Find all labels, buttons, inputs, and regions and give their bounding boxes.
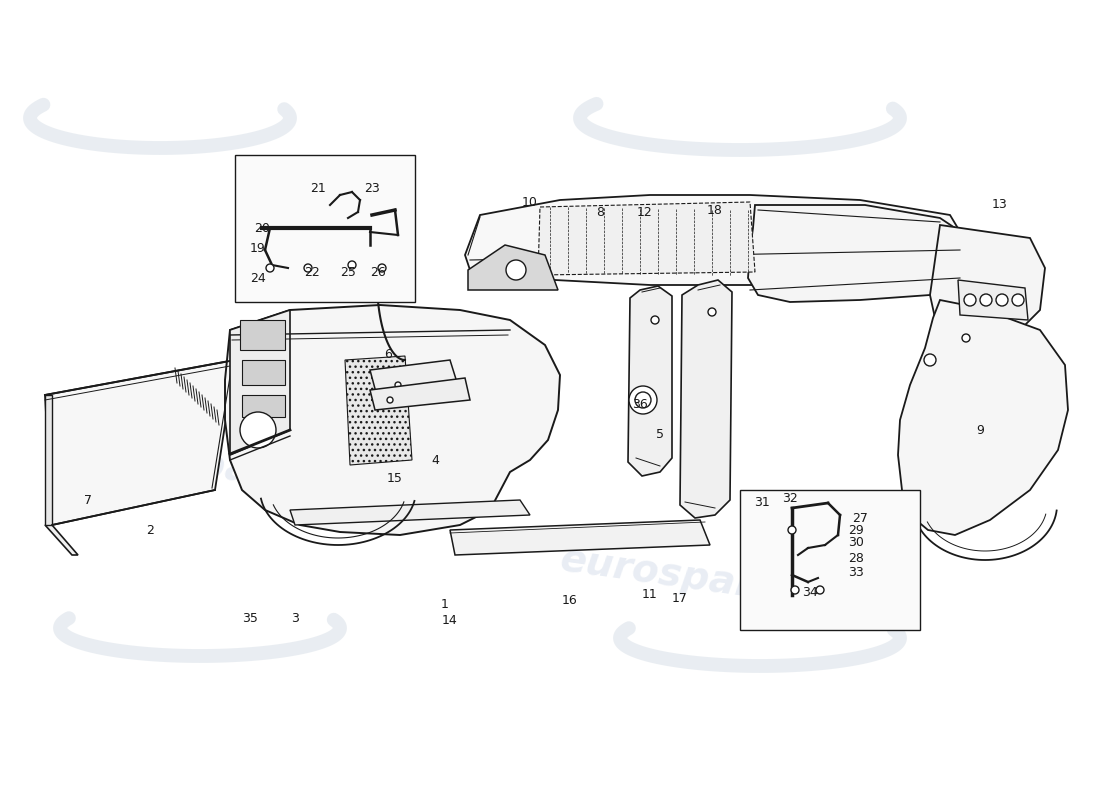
Polygon shape bbox=[242, 360, 285, 385]
Text: 14: 14 bbox=[442, 614, 458, 626]
Circle shape bbox=[506, 260, 526, 280]
Circle shape bbox=[348, 261, 356, 269]
Text: 32: 32 bbox=[782, 491, 797, 505]
Text: 3: 3 bbox=[292, 611, 299, 625]
Polygon shape bbox=[345, 356, 412, 465]
Polygon shape bbox=[628, 286, 672, 476]
Text: 13: 13 bbox=[992, 198, 1008, 211]
Text: 27: 27 bbox=[852, 511, 868, 525]
Text: 2: 2 bbox=[146, 523, 154, 537]
Circle shape bbox=[980, 294, 992, 306]
Text: eurospares: eurospares bbox=[558, 540, 806, 612]
Polygon shape bbox=[370, 360, 460, 400]
Text: 26: 26 bbox=[370, 266, 386, 278]
Circle shape bbox=[962, 334, 970, 342]
Circle shape bbox=[240, 412, 276, 448]
Text: 33: 33 bbox=[848, 566, 864, 578]
Polygon shape bbox=[290, 500, 530, 525]
Polygon shape bbox=[370, 378, 470, 410]
Text: 1: 1 bbox=[441, 598, 449, 611]
Polygon shape bbox=[45, 525, 78, 555]
Text: 5: 5 bbox=[656, 429, 664, 442]
Circle shape bbox=[378, 264, 386, 272]
Polygon shape bbox=[450, 520, 710, 555]
Text: 10: 10 bbox=[522, 195, 538, 209]
Polygon shape bbox=[748, 205, 972, 302]
Circle shape bbox=[629, 386, 657, 414]
Circle shape bbox=[996, 294, 1008, 306]
Circle shape bbox=[816, 586, 824, 594]
Polygon shape bbox=[740, 490, 920, 630]
Polygon shape bbox=[226, 305, 560, 535]
Text: 17: 17 bbox=[672, 591, 688, 605]
Circle shape bbox=[924, 354, 936, 366]
Polygon shape bbox=[468, 245, 558, 290]
Text: 16: 16 bbox=[562, 594, 578, 606]
Text: 31: 31 bbox=[755, 495, 770, 509]
Polygon shape bbox=[538, 202, 755, 275]
Text: 36: 36 bbox=[632, 398, 648, 411]
Text: 12: 12 bbox=[637, 206, 653, 218]
Polygon shape bbox=[465, 195, 965, 285]
Text: 34: 34 bbox=[802, 586, 818, 598]
Circle shape bbox=[1012, 294, 1024, 306]
Text: 23: 23 bbox=[364, 182, 380, 194]
Text: 15: 15 bbox=[387, 471, 403, 485]
Circle shape bbox=[651, 316, 659, 324]
Text: 29: 29 bbox=[848, 523, 864, 537]
Polygon shape bbox=[958, 280, 1028, 320]
Polygon shape bbox=[235, 155, 415, 302]
Text: 25: 25 bbox=[340, 266, 356, 278]
Polygon shape bbox=[45, 360, 235, 525]
Text: 19: 19 bbox=[250, 242, 266, 254]
Polygon shape bbox=[45, 395, 52, 525]
Polygon shape bbox=[898, 300, 1068, 535]
Text: 8: 8 bbox=[596, 206, 604, 218]
Circle shape bbox=[708, 308, 716, 316]
Text: 20: 20 bbox=[254, 222, 270, 234]
Circle shape bbox=[788, 526, 796, 534]
Text: 11: 11 bbox=[642, 589, 658, 602]
Polygon shape bbox=[930, 225, 1045, 338]
Polygon shape bbox=[242, 395, 285, 417]
Circle shape bbox=[304, 264, 312, 272]
Text: eurospares: eurospares bbox=[74, 428, 322, 500]
Polygon shape bbox=[680, 280, 732, 518]
Polygon shape bbox=[240, 320, 285, 350]
Text: 22: 22 bbox=[304, 266, 320, 278]
Polygon shape bbox=[230, 310, 290, 455]
Text: 28: 28 bbox=[848, 551, 864, 565]
Text: 30: 30 bbox=[848, 537, 864, 550]
Circle shape bbox=[635, 392, 651, 408]
Circle shape bbox=[395, 382, 402, 388]
Text: eurospares: eurospares bbox=[558, 188, 806, 260]
Text: 24: 24 bbox=[250, 271, 266, 285]
Text: 18: 18 bbox=[707, 203, 723, 217]
Text: 4: 4 bbox=[431, 454, 439, 466]
Text: 9: 9 bbox=[976, 423, 983, 437]
Circle shape bbox=[964, 294, 976, 306]
Circle shape bbox=[387, 397, 393, 403]
Circle shape bbox=[791, 586, 799, 594]
Text: 21: 21 bbox=[310, 182, 326, 194]
Circle shape bbox=[266, 264, 274, 272]
Text: 7: 7 bbox=[84, 494, 92, 506]
Text: 35: 35 bbox=[242, 611, 257, 625]
Text: 6: 6 bbox=[384, 349, 392, 362]
